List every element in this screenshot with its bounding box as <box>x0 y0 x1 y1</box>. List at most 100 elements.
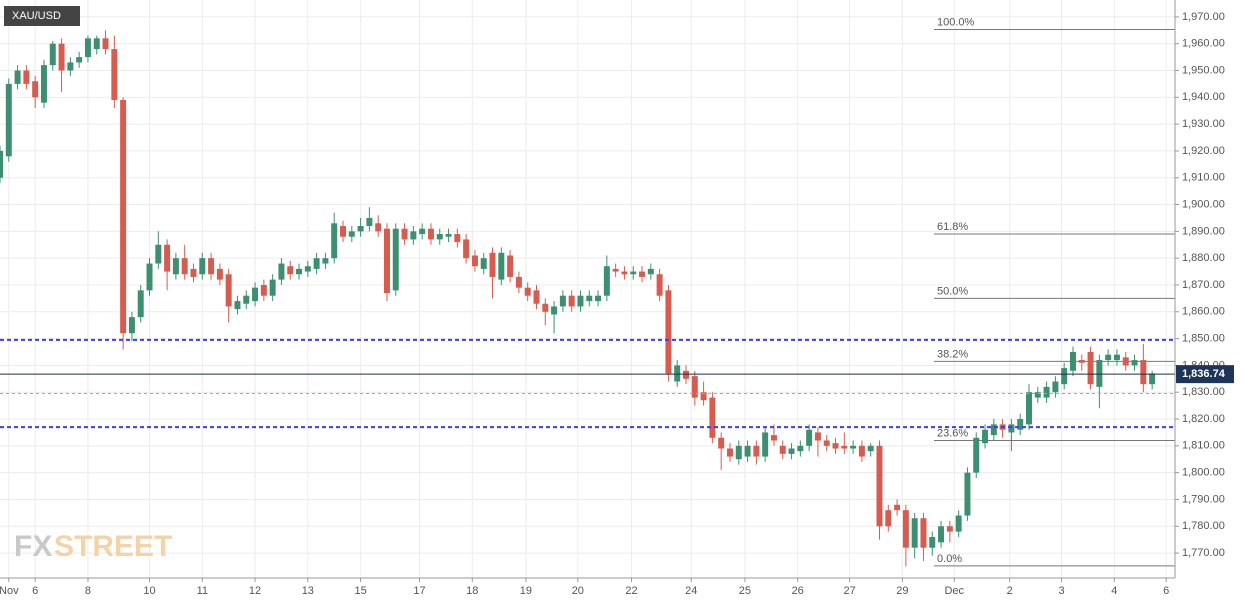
candle-body <box>111 49 118 100</box>
candle-body <box>990 424 997 436</box>
y-tick-label: 1,790.00 <box>1182 493 1225 505</box>
candle-body <box>419 228 426 235</box>
candle-body <box>322 258 329 264</box>
chart-title: XAU/USD <box>12 10 61 22</box>
candle-body <box>964 472 971 516</box>
fib-label: 38.2% <box>937 348 968 360</box>
candle-body <box>102 38 109 50</box>
candle-body <box>823 440 830 446</box>
candle-body <box>612 268 619 272</box>
candle-body <box>718 437 725 449</box>
candle-body <box>1078 360 1085 363</box>
candle-body <box>348 231 355 237</box>
candle-body <box>383 228 390 294</box>
candle-body <box>902 510 909 548</box>
candle-body <box>427 228 434 240</box>
candle-body <box>155 244 162 264</box>
candle-body <box>639 271 646 277</box>
candle-body <box>164 244 171 272</box>
x-tick-label: 18 <box>466 585 478 597</box>
candle-body <box>841 445 848 449</box>
plot: 100.0% 61.8% 50.0% 38.2% 23.6% 0.0% <box>0 16 1175 567</box>
candle-body <box>1113 354 1120 361</box>
candle-body <box>181 258 188 275</box>
x-tick-label: 3 <box>1058 585 1064 597</box>
candle-body <box>515 276 522 288</box>
candle-body <box>577 295 584 307</box>
candle-body <box>375 223 382 232</box>
candle-body <box>929 536 936 548</box>
candle-body <box>331 223 338 259</box>
candle-body <box>489 252 496 277</box>
candle-body <box>911 518 918 548</box>
candle-body <box>137 290 144 318</box>
candle-body <box>709 397 716 438</box>
candle-body <box>410 231 417 240</box>
candle-body <box>471 255 478 267</box>
candle-body <box>858 445 865 457</box>
candle-body <box>876 445 883 527</box>
y-tick-label: 1,940.00 <box>1182 91 1225 103</box>
candle-body <box>674 365 681 382</box>
candle-body <box>1008 424 1015 433</box>
x-tick-label: 19 <box>520 585 532 597</box>
candle-body <box>216 268 223 280</box>
candle-body <box>894 504 901 511</box>
candle-body <box>287 266 294 275</box>
x-tick-label: 6 <box>32 585 38 597</box>
candle-body <box>683 370 689 379</box>
candle-body <box>296 268 303 275</box>
candle-body <box>762 432 769 457</box>
candle-body <box>401 228 408 240</box>
candle-body <box>946 526 953 532</box>
candle-body <box>559 295 566 307</box>
candle-body <box>5 83 12 157</box>
candle-body <box>1149 373 1156 385</box>
x-tick-label: 25 <box>739 585 751 597</box>
candle-body <box>454 234 461 243</box>
x-tick-label: 2 <box>1007 585 1013 597</box>
candle-body <box>32 81 39 98</box>
candle-body <box>225 274 232 307</box>
x-tick-label: 13 <box>302 585 314 597</box>
candle-body <box>445 234 452 237</box>
candle-body <box>630 271 637 275</box>
candle-body <box>656 274 663 296</box>
candle-body <box>340 225 346 237</box>
candle-body <box>595 295 602 302</box>
candle-body <box>76 57 83 63</box>
candle-body <box>23 70 30 84</box>
candle-body <box>208 258 215 275</box>
candle-body <box>806 429 813 446</box>
candle-body <box>84 38 91 58</box>
fib-label: 50.0% <box>937 285 968 297</box>
candle-body <box>621 271 628 275</box>
candle-body <box>507 255 514 277</box>
watermark-street: STREET <box>54 530 172 563</box>
candle-body <box>726 448 733 457</box>
candle-body <box>788 448 795 454</box>
x-tick-label: Dec <box>944 585 964 597</box>
candle-body <box>1034 392 1041 398</box>
candle-body <box>814 432 821 441</box>
watermark-fx: FX <box>14 530 52 563</box>
candle-body <box>542 303 549 312</box>
candle-body <box>463 239 470 259</box>
candle-body <box>603 266 610 296</box>
candle-body <box>938 526 945 543</box>
candle-body <box>867 445 874 452</box>
candle-body <box>366 217 373 226</box>
candle-body <box>770 435 777 441</box>
candle-body <box>691 376 698 398</box>
candle-body <box>797 445 804 452</box>
candle-body <box>278 263 285 280</box>
candle-body <box>982 429 989 444</box>
y-tick-label: 1,800.00 <box>1182 467 1225 479</box>
candle-body <box>1017 419 1024 430</box>
candle-body <box>269 279 276 296</box>
candle-body <box>1096 360 1103 387</box>
y-tick-label: 1,780.00 <box>1182 520 1225 532</box>
candle-body <box>665 290 672 374</box>
